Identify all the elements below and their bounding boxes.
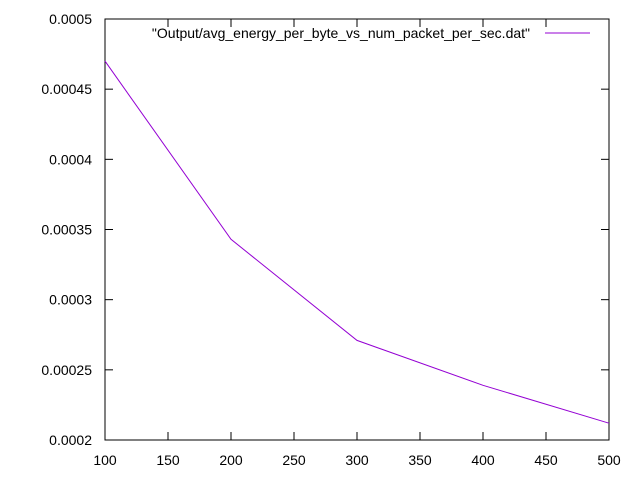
x-tick-label: 250: [282, 452, 306, 468]
legend-label: "Output/avg_energy_per_byte_vs_num_packe…: [152, 25, 530, 41]
x-tick-label: 300: [345, 452, 369, 468]
x-tick-label: 500: [597, 452, 621, 468]
y-tick-label: 0.0003: [49, 292, 92, 308]
x-tick-label: 150: [156, 452, 180, 468]
y-tick-label: 0.00035: [41, 222, 92, 238]
x-tick-label: 450: [534, 452, 558, 468]
y-tick-label: 0.0002: [49, 432, 92, 448]
x-tick-label: 100: [93, 452, 117, 468]
x-tick-label: 200: [219, 452, 243, 468]
series-line: [104, 60, 610, 424]
y-tick-label: 0.0004: [49, 151, 92, 167]
y-tick-label: 0.00025: [41, 362, 92, 378]
y-tick-label: 0.00045: [41, 81, 92, 97]
x-tick-label: 400: [471, 452, 495, 468]
axis-ticks: [104, 18, 610, 441]
axis-tick-labels: 100 150 200 250 300 350 400 450 500 0.0002 0.00025…: [41, 11, 621, 468]
series-lines: [104, 60, 610, 424]
plot-frame: [104, 18, 610, 441]
x-tick-label: 350: [408, 452, 432, 468]
legend: "Output/avg_energy_per_byte_vs_num_packe…: [152, 25, 590, 41]
y-tick-label: 0.0005: [49, 11, 92, 27]
